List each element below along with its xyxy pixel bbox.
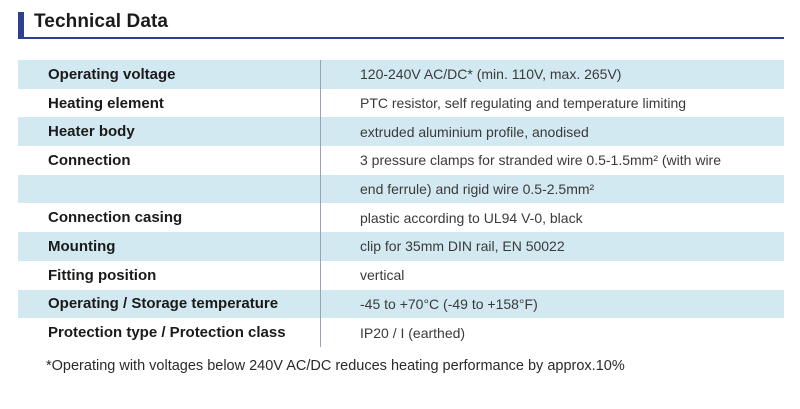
table-row: end ferrule) and rigid wire 0.5-2.5mm² xyxy=(18,174,784,204)
row-label: Fitting position xyxy=(48,266,157,284)
column-divider xyxy=(320,60,321,347)
row-label: Mounting xyxy=(48,237,116,255)
row-value: 120-240V AC/DC* (min. 110V, max. 265V) xyxy=(360,66,622,83)
table-row: Protection type / Protection class IP20 … xyxy=(18,318,784,347)
table-row: Mounting clip for 35mm DIN rail, EN 5002… xyxy=(18,232,784,261)
technical-data-table: Operating voltage 120-240V AC/DC* (min. … xyxy=(18,60,784,347)
row-label: Connection casing xyxy=(48,209,183,227)
page-title: Technical Data xyxy=(34,11,169,32)
table-row: Fitting position vertical xyxy=(18,261,784,290)
row-value: plastic according to UL94 V-0, black xyxy=(360,209,583,226)
row-label: Operating voltage xyxy=(48,65,176,83)
row-label: Heating element xyxy=(48,94,164,112)
row-label: Protection type / Protection class xyxy=(48,324,286,342)
table-row: Operating / Storage temperature -45 to +… xyxy=(18,289,784,319)
row-label: Connection xyxy=(48,151,131,169)
table-row: Connection casing plastic according to U… xyxy=(18,203,784,232)
row-value: end ferrule) and rigid wire 0.5-2.5mm² xyxy=(360,181,595,198)
table-row: Connection 3 pressure clamps for strande… xyxy=(18,146,784,175)
row-value: PTC resistor, self regulating and temper… xyxy=(360,95,687,112)
row-value: clip for 35mm DIN rail, EN 50022 xyxy=(360,238,565,255)
row-value: -45 to +70°C (-49 to +158°F) xyxy=(360,295,538,312)
title-underline xyxy=(18,37,784,39)
row-value: 3 pressure clamps for stranded wire 0.5-… xyxy=(360,152,722,169)
table-row: Heating element PTC resistor, self regul… xyxy=(18,89,784,118)
row-value: vertical xyxy=(360,267,405,284)
table-row: Operating voltage 120-240V AC/DC* (min. … xyxy=(18,60,784,89)
row-label: Operating / Storage temperature xyxy=(48,295,279,313)
row-label: Heater body xyxy=(48,123,135,141)
footnote: *Operating with voltages below 240V AC/D… xyxy=(46,358,625,374)
table-row: Heater body extruded aluminium profile, … xyxy=(18,117,784,147)
title-accent-bar xyxy=(18,12,24,37)
row-value: IP20 / I (earthed) xyxy=(360,324,466,341)
row-value: extruded aluminium profile, anodised xyxy=(360,123,589,140)
